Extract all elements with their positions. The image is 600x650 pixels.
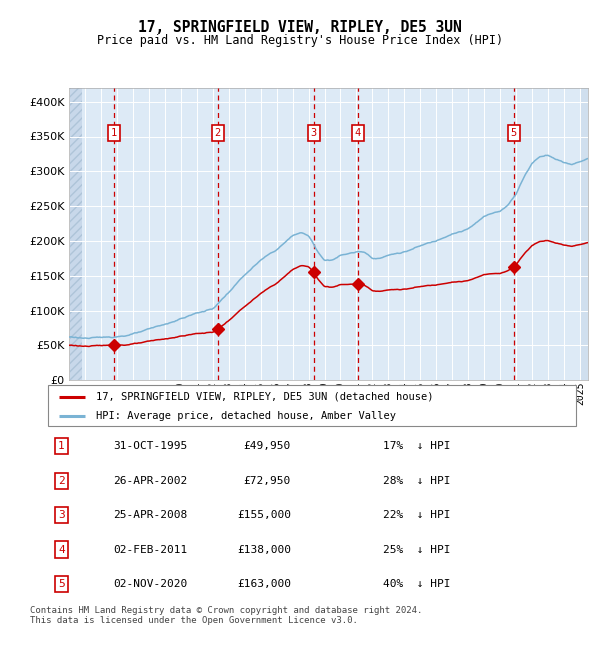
Text: 3: 3	[311, 128, 317, 138]
Text: 02-FEB-2011: 02-FEB-2011	[113, 545, 187, 554]
Text: Contains HM Land Registry data © Crown copyright and database right 2024.
This d: Contains HM Land Registry data © Crown c…	[30, 606, 422, 625]
Bar	[69, 88, 82, 380]
Text: 25%  ↓ HPI: 25% ↓ HPI	[383, 545, 450, 554]
Text: 4: 4	[58, 545, 65, 554]
Text: 4: 4	[355, 128, 361, 138]
Text: 1: 1	[111, 128, 118, 138]
Text: 26-APR-2002: 26-APR-2002	[113, 476, 187, 486]
Text: 02-NOV-2020: 02-NOV-2020	[113, 579, 187, 589]
Text: £155,000: £155,000	[237, 510, 291, 520]
Text: 2: 2	[58, 476, 65, 486]
Text: HPI: Average price, detached house, Amber Valley: HPI: Average price, detached house, Ambe…	[95, 411, 395, 421]
Text: 1: 1	[58, 441, 65, 451]
Text: 17, SPRINGFIELD VIEW, RIPLEY, DE5 3UN: 17, SPRINGFIELD VIEW, RIPLEY, DE5 3UN	[138, 20, 462, 34]
Text: £163,000: £163,000	[237, 579, 291, 589]
Text: £138,000: £138,000	[237, 545, 291, 554]
Text: 2: 2	[215, 128, 221, 138]
Text: 17%  ↓ HPI: 17% ↓ HPI	[383, 441, 450, 451]
Text: 17, SPRINGFIELD VIEW, RIPLEY, DE5 3UN (detached house): 17, SPRINGFIELD VIEW, RIPLEY, DE5 3UN (d…	[95, 392, 433, 402]
Text: £49,950: £49,950	[244, 441, 291, 451]
Bar	[69, 88, 82, 380]
Text: £72,950: £72,950	[244, 476, 291, 486]
Text: 5: 5	[511, 128, 517, 138]
Text: 22%  ↓ HPI: 22% ↓ HPI	[383, 510, 450, 520]
Text: 5: 5	[58, 579, 65, 589]
Text: 31-OCT-1995: 31-OCT-1995	[113, 441, 187, 451]
Text: 28%  ↓ HPI: 28% ↓ HPI	[383, 476, 450, 486]
Text: 40%  ↓ HPI: 40% ↓ HPI	[383, 579, 450, 589]
Text: 3: 3	[58, 510, 65, 520]
Bar	[580, 88, 588, 380]
Text: Price paid vs. HM Land Registry's House Price Index (HPI): Price paid vs. HM Land Registry's House …	[97, 34, 503, 47]
Text: 25-APR-2008: 25-APR-2008	[113, 510, 187, 520]
